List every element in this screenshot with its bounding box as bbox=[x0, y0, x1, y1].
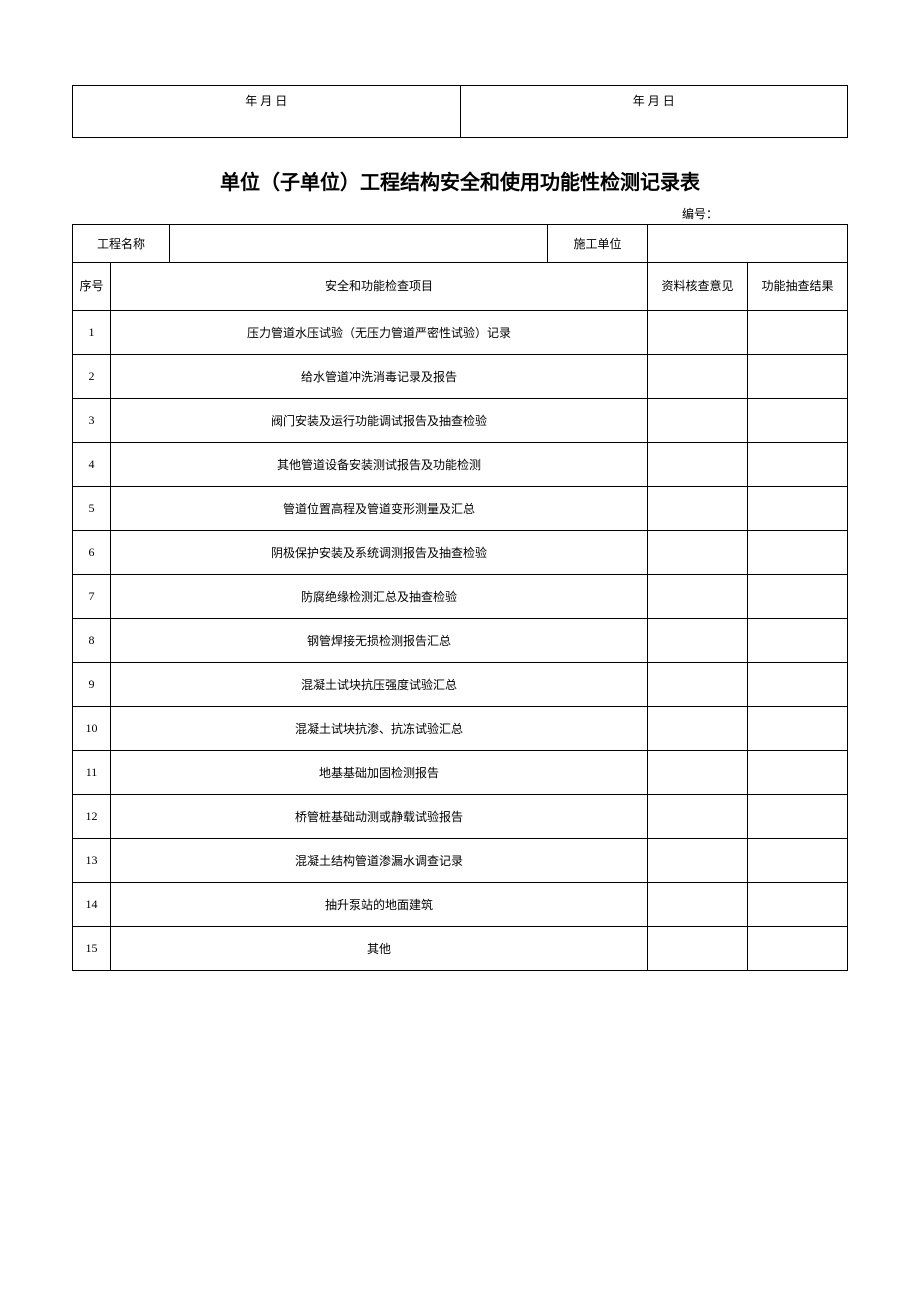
cell-review bbox=[648, 487, 748, 531]
cell-seq: 8 bbox=[73, 619, 111, 663]
cell-item: 防腐绝缘检测汇总及抽查检验 bbox=[111, 575, 648, 619]
cell-item: 混凝土试块抗渗、抗冻试验汇总 bbox=[111, 707, 648, 751]
date-table: 年 月 日 年 月 日 bbox=[72, 85, 848, 138]
cell-item: 管道位置高程及管道变形测量及汇总 bbox=[111, 487, 648, 531]
construction-unit-label: 施工单位 bbox=[548, 225, 648, 263]
date-right-cell: 年 月 日 bbox=[460, 86, 848, 138]
cell-seq: 4 bbox=[73, 443, 111, 487]
construction-unit-value bbox=[648, 225, 848, 263]
date-left-cell: 年 月 日 bbox=[73, 86, 461, 138]
cell-item: 抽升泵站的地面建筑 bbox=[111, 883, 648, 927]
cell-review bbox=[648, 663, 748, 707]
cell-seq: 10 bbox=[73, 707, 111, 751]
cell-review bbox=[648, 839, 748, 883]
cell-seq: 1 bbox=[73, 311, 111, 355]
cell-seq: 15 bbox=[73, 927, 111, 971]
header-seq: 序号 bbox=[73, 263, 111, 311]
cell-seq: 11 bbox=[73, 751, 111, 795]
table-row: 5管道位置高程及管道变形测量及汇总 bbox=[73, 487, 848, 531]
cell-result bbox=[748, 927, 848, 971]
table-row: 4其他管道设备安装测试报告及功能检测 bbox=[73, 443, 848, 487]
cell-review bbox=[648, 927, 748, 971]
cell-item: 压力管道水压试验（无压力管道严密性试验）记录 bbox=[111, 311, 648, 355]
cell-result bbox=[748, 531, 848, 575]
cell-seq: 2 bbox=[73, 355, 111, 399]
cell-review bbox=[648, 883, 748, 927]
cell-item: 阀门安装及运行功能调试报告及抽查检验 bbox=[111, 399, 648, 443]
cell-seq: 7 bbox=[73, 575, 111, 619]
cell-result bbox=[748, 707, 848, 751]
info-row: 工程名称 施工单位 bbox=[73, 225, 848, 263]
cell-item: 钢管焊接无损检测报告汇总 bbox=[111, 619, 648, 663]
cell-result bbox=[748, 795, 848, 839]
table-row: 3阀门安装及运行功能调试报告及抽查检验 bbox=[73, 399, 848, 443]
cell-review bbox=[648, 619, 748, 663]
table-row: 11地基基础加固检测报告 bbox=[73, 751, 848, 795]
table-row: 7防腐绝缘检测汇总及抽查检验 bbox=[73, 575, 848, 619]
cell-result bbox=[748, 399, 848, 443]
table-row: 13混凝土结构管道渗漏水调查记录 bbox=[73, 839, 848, 883]
cell-item: 混凝土结构管道渗漏水调查记录 bbox=[111, 839, 648, 883]
table-row: 15其他 bbox=[73, 927, 848, 971]
cell-item: 其他管道设备安装测试报告及功能检测 bbox=[111, 443, 648, 487]
cell-result bbox=[748, 487, 848, 531]
project-name-value bbox=[170, 225, 548, 263]
cell-item: 地基基础加固检测报告 bbox=[111, 751, 648, 795]
cell-item: 桥管桩基础动测或静载试验报告 bbox=[111, 795, 648, 839]
cell-item: 阴极保护安装及系统调测报告及抽查检验 bbox=[111, 531, 648, 575]
cell-item: 其他 bbox=[111, 927, 648, 971]
header-row: 序号 安全和功能检查项目 资料核查意见 功能抽查结果 bbox=[73, 263, 848, 311]
table-row: 6阴极保护安装及系统调测报告及抽查检验 bbox=[73, 531, 848, 575]
cell-review bbox=[648, 707, 748, 751]
table-row: 9混凝土试块抗压强度试验汇总 bbox=[73, 663, 848, 707]
cell-seq: 6 bbox=[73, 531, 111, 575]
cell-seq: 14 bbox=[73, 883, 111, 927]
cell-review bbox=[648, 443, 748, 487]
cell-result bbox=[748, 839, 848, 883]
cell-item: 给水管道冲洗消毒记录及报告 bbox=[111, 355, 648, 399]
cell-result bbox=[748, 575, 848, 619]
project-name-label: 工程名称 bbox=[73, 225, 170, 263]
cell-result bbox=[748, 883, 848, 927]
cell-result bbox=[748, 443, 848, 487]
cell-result bbox=[748, 751, 848, 795]
serial-number-label: 编号： bbox=[72, 205, 848, 222]
cell-result bbox=[748, 663, 848, 707]
header-item: 安全和功能检查项目 bbox=[111, 263, 648, 311]
header-review: 资料核查意见 bbox=[648, 263, 748, 311]
table-row: 10混凝土试块抗渗、抗冻试验汇总 bbox=[73, 707, 848, 751]
cell-item: 混凝土试块抗压强度试验汇总 bbox=[111, 663, 648, 707]
cell-seq: 12 bbox=[73, 795, 111, 839]
table-row: 12桥管桩基础动测或静载试验报告 bbox=[73, 795, 848, 839]
cell-result bbox=[748, 355, 848, 399]
cell-seq: 3 bbox=[73, 399, 111, 443]
cell-review bbox=[648, 355, 748, 399]
cell-review bbox=[648, 751, 748, 795]
table-row: 2给水管道冲洗消毒记录及报告 bbox=[73, 355, 848, 399]
cell-seq: 5 bbox=[73, 487, 111, 531]
inspection-record-table: 工程名称 施工单位 序号 安全和功能检查项目 资料核查意见 功能抽查结果 1压力… bbox=[72, 224, 848, 971]
cell-review bbox=[648, 795, 748, 839]
cell-review bbox=[648, 575, 748, 619]
cell-seq: 13 bbox=[73, 839, 111, 883]
cell-result bbox=[748, 619, 848, 663]
cell-review bbox=[648, 399, 748, 443]
cell-seq: 9 bbox=[73, 663, 111, 707]
page-title: 单位（子单位）工程结构安全和使用功能性检测记录表 bbox=[72, 166, 848, 195]
cell-review bbox=[648, 531, 748, 575]
table-row: 8钢管焊接无损检测报告汇总 bbox=[73, 619, 848, 663]
cell-result bbox=[748, 311, 848, 355]
cell-review bbox=[648, 311, 748, 355]
header-result: 功能抽查结果 bbox=[748, 263, 848, 311]
table-row: 1压力管道水压试验（无压力管道严密性试验）记录 bbox=[73, 311, 848, 355]
table-row: 14抽升泵站的地面建筑 bbox=[73, 883, 848, 927]
